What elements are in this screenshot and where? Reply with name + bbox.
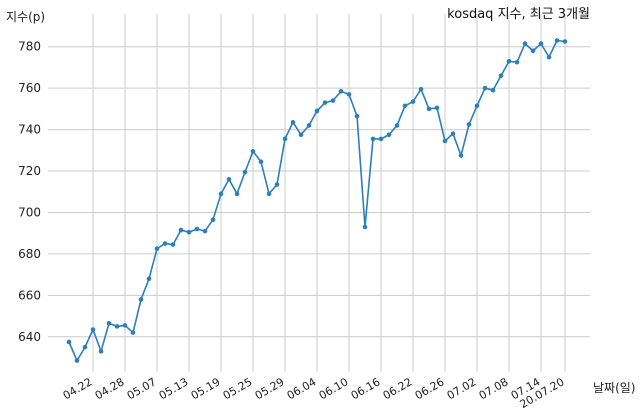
y-tick-label: 640 xyxy=(18,330,41,344)
data-point xyxy=(306,123,312,128)
y-tick-label: 660 xyxy=(18,288,41,302)
data-point xyxy=(274,182,280,187)
data-point xyxy=(314,108,320,114)
data-point xyxy=(122,323,128,328)
data-point xyxy=(282,136,288,142)
data-point xyxy=(402,103,408,109)
x-tick-label: 05.19 xyxy=(189,375,223,402)
data-point xyxy=(170,242,176,247)
data-point xyxy=(426,106,432,112)
data-point xyxy=(482,85,488,91)
data-point xyxy=(498,73,504,79)
data-point xyxy=(90,327,96,332)
y-tick-label: 780 xyxy=(18,40,41,54)
x-axis-ticks: 04.2204.2805.0705.1305.1905.2505.2906.04… xyxy=(61,375,567,411)
data-point xyxy=(362,224,368,230)
data-point xyxy=(82,344,88,350)
data-point xyxy=(138,297,144,302)
x-tick-label: 06.10 xyxy=(317,375,351,402)
data-point xyxy=(418,86,424,92)
y-tick-label: 740 xyxy=(18,123,41,137)
y-tick-label: 760 xyxy=(18,81,41,95)
data-point xyxy=(354,113,360,119)
data-point xyxy=(266,191,272,197)
x-tick-label: 05.25 xyxy=(221,375,255,402)
data-point xyxy=(538,41,544,46)
data-point xyxy=(554,38,560,43)
data-point xyxy=(434,105,440,111)
data-point xyxy=(410,99,416,104)
data-point xyxy=(178,227,184,233)
data-point xyxy=(146,276,152,282)
data-point xyxy=(442,138,448,144)
y-tick-label: 680 xyxy=(18,247,41,261)
data-point xyxy=(98,348,104,354)
data-point xyxy=(130,330,136,335)
data-point xyxy=(218,191,224,197)
data-point xyxy=(298,132,304,138)
data-point xyxy=(250,149,256,154)
data-point xyxy=(490,87,496,93)
x-tick-label: 04.28 xyxy=(93,375,127,402)
chart-title: kosdaq 지수, 최근 3개월 xyxy=(447,7,590,22)
data-point xyxy=(258,159,264,165)
data-point xyxy=(322,100,328,105)
data-point xyxy=(154,246,160,252)
x-axis-label: 날짜(일) xyxy=(593,381,635,395)
y-axis-label: 지수(p) xyxy=(6,10,45,24)
data-point xyxy=(242,169,248,175)
data-point xyxy=(394,123,400,128)
x-tick-label: 05.07 xyxy=(125,375,159,402)
data-point xyxy=(66,339,72,345)
y-tick-label: 700 xyxy=(18,205,41,219)
data-point xyxy=(386,132,392,138)
x-tick-label: 06.26 xyxy=(413,375,447,402)
x-tick-label: 07.02 xyxy=(445,375,479,402)
data-point xyxy=(162,241,168,246)
y-axis-ticks: 640 660 680 700 720 740 760 780 xyxy=(18,40,41,344)
data-point xyxy=(290,120,296,125)
data-point xyxy=(186,229,192,235)
y-tick-label: 720 xyxy=(18,164,41,178)
data-point xyxy=(522,41,528,46)
data-point xyxy=(530,48,536,54)
data-point xyxy=(466,122,472,127)
data-point xyxy=(234,191,240,197)
data-point xyxy=(562,39,568,44)
x-tick-label: 06.16 xyxy=(349,375,383,402)
data-point xyxy=(514,59,520,65)
kosdaq-series xyxy=(66,38,568,363)
data-point xyxy=(346,92,352,97)
data-point xyxy=(330,98,336,103)
grid-lines xyxy=(48,14,590,372)
data-point xyxy=(226,177,232,182)
x-tick-label: 05.13 xyxy=(157,375,191,402)
data-point xyxy=(114,324,120,329)
data-point xyxy=(506,58,512,64)
data-point xyxy=(378,136,384,142)
data-point xyxy=(74,358,80,363)
data-point xyxy=(370,136,376,142)
data-point xyxy=(194,226,200,232)
data-point xyxy=(474,103,480,109)
data-point xyxy=(106,321,112,326)
x-tick-label: 06.22 xyxy=(381,375,415,402)
data-point xyxy=(338,88,344,94)
x-tick-label: 05.29 xyxy=(253,375,287,402)
data-point xyxy=(210,217,216,223)
x-tick-label: 06.04 xyxy=(285,375,319,402)
data-point xyxy=(458,153,464,158)
data-point xyxy=(546,54,552,60)
x-tick-label: 04.22 xyxy=(61,375,95,402)
data-point xyxy=(202,228,208,234)
x-tick-label: 07.08 xyxy=(477,375,511,402)
data-point xyxy=(450,131,456,137)
